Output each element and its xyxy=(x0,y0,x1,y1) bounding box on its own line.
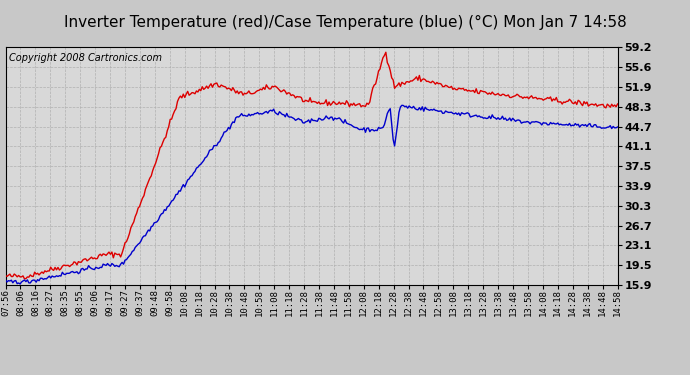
Text: 09:48: 09:48 xyxy=(150,289,159,316)
Text: 13:28: 13:28 xyxy=(479,289,488,316)
Text: 13:48: 13:48 xyxy=(509,289,518,316)
Text: 10:58: 10:58 xyxy=(255,289,264,316)
Text: 08:27: 08:27 xyxy=(46,289,55,316)
Text: 09:58: 09:58 xyxy=(165,289,174,316)
Text: 12:38: 12:38 xyxy=(404,289,413,316)
Text: 14:18: 14:18 xyxy=(553,289,562,316)
Text: 08:55: 08:55 xyxy=(76,289,85,316)
Text: 12:28: 12:28 xyxy=(389,289,398,316)
Text: 09:06: 09:06 xyxy=(90,289,99,316)
Text: 09:37: 09:37 xyxy=(135,289,144,316)
Text: 11:08: 11:08 xyxy=(270,289,279,316)
Text: 12:08: 12:08 xyxy=(359,289,368,316)
Text: 08:06: 08:06 xyxy=(16,289,25,316)
Text: 13:08: 13:08 xyxy=(449,289,458,316)
Text: 11:38: 11:38 xyxy=(315,289,324,316)
Text: 08:35: 08:35 xyxy=(61,289,70,316)
Text: 08:16: 08:16 xyxy=(31,289,40,316)
Text: 09:27: 09:27 xyxy=(121,289,130,316)
Text: 14:38: 14:38 xyxy=(583,289,592,316)
Text: 07:56: 07:56 xyxy=(1,289,10,316)
Text: 13:38: 13:38 xyxy=(493,289,502,316)
Text: 10:28: 10:28 xyxy=(210,289,219,316)
Text: 11:58: 11:58 xyxy=(344,289,353,316)
Text: 12:58: 12:58 xyxy=(434,289,443,316)
Text: 10:08: 10:08 xyxy=(180,289,189,316)
Text: 12:18: 12:18 xyxy=(374,289,383,316)
Text: 14:28: 14:28 xyxy=(569,289,578,316)
Text: 09:17: 09:17 xyxy=(106,289,115,316)
Text: 14:58: 14:58 xyxy=(613,289,622,316)
Text: 11:48: 11:48 xyxy=(329,289,338,316)
Text: 13:58: 13:58 xyxy=(524,289,533,316)
Text: 10:18: 10:18 xyxy=(195,289,204,316)
Text: Copyright 2008 Cartronics.com: Copyright 2008 Cartronics.com xyxy=(8,53,161,63)
Text: 11:18: 11:18 xyxy=(285,289,294,316)
Text: 10:48: 10:48 xyxy=(240,289,249,316)
Text: 13:18: 13:18 xyxy=(464,289,473,316)
Text: 11:28: 11:28 xyxy=(299,289,308,316)
Text: 14:08: 14:08 xyxy=(538,289,547,316)
Text: 10:38: 10:38 xyxy=(225,289,234,316)
Text: Inverter Temperature (red)/Case Temperature (blue) (°C) Mon Jan 7 14:58: Inverter Temperature (red)/Case Temperat… xyxy=(63,15,627,30)
Text: 14:48: 14:48 xyxy=(598,289,607,316)
Text: 12:48: 12:48 xyxy=(419,289,428,316)
